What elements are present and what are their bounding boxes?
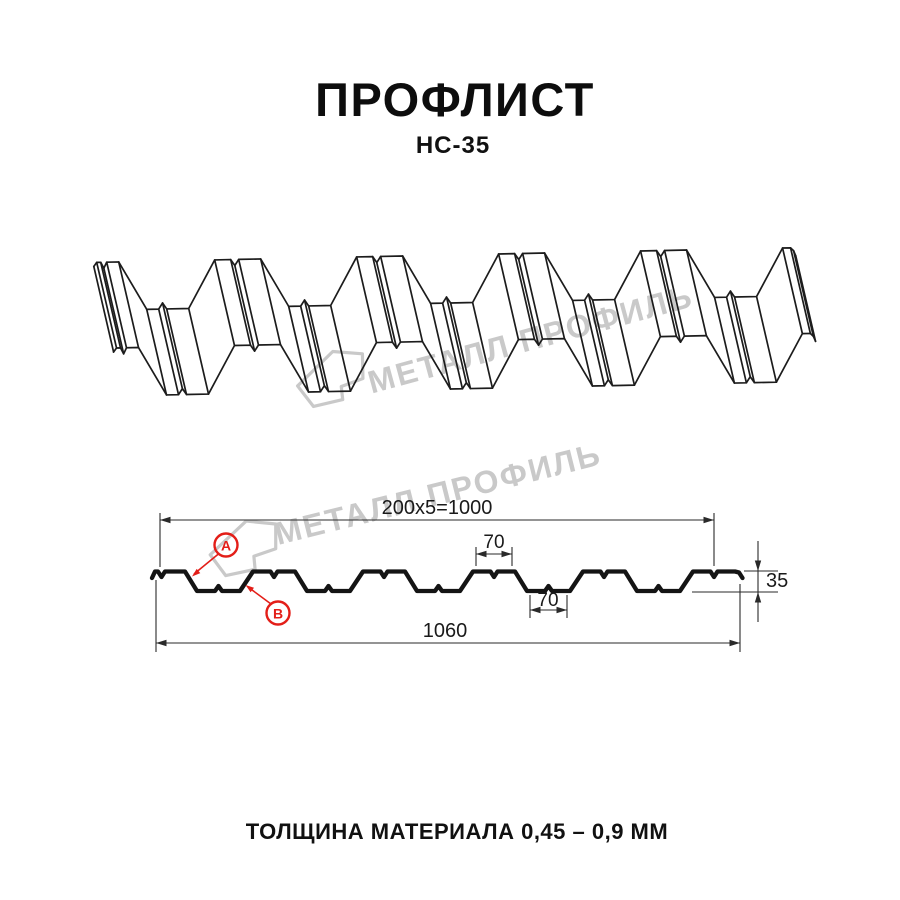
sheet-edges bbox=[92, 247, 817, 396]
sheet-edge-line bbox=[287, 305, 310, 393]
sheet-edge-line bbox=[729, 290, 752, 378]
sheet-edge-line bbox=[117, 261, 140, 349]
sheet-edge-line bbox=[145, 308, 168, 396]
sheet-edge-line bbox=[587, 293, 610, 381]
sheet-edge-line bbox=[233, 264, 256, 352]
sheet-edge-line bbox=[781, 247, 804, 335]
marker-a-circle bbox=[213, 532, 239, 558]
side-marker-a: A bbox=[192, 532, 239, 577]
material-thickness-note: ТОЛЩИНА МАТЕРИАЛА 0,45 – 0,9 ММ bbox=[246, 819, 668, 844]
dimension-label-rib-top: 70 bbox=[483, 532, 504, 553]
sheet-edge-line bbox=[792, 249, 815, 338]
sheet-edge-line bbox=[794, 254, 817, 343]
dimension-label-rib-bottom: 70 bbox=[537, 590, 558, 611]
profile-code: НС-35 bbox=[416, 132, 490, 159]
watermark-brand-text: МЕТАЛЛ ПРОФИЛЬ bbox=[271, 436, 605, 552]
sheet-edge-line bbox=[659, 255, 682, 344]
sheet-edge-line bbox=[497, 253, 520, 341]
page-title: ПРОФЛИСТ bbox=[315, 73, 595, 126]
sheet-edge-line bbox=[329, 304, 352, 392]
sheet-edge-line bbox=[733, 296, 756, 384]
sheet-edge-line bbox=[161, 302, 184, 390]
sheet-edge-line bbox=[725, 296, 748, 384]
sheet-edge-line bbox=[571, 299, 594, 387]
sheet-edge-line bbox=[513, 252, 536, 341]
sheet-edge-line bbox=[99, 261, 122, 349]
sheet-edge-line bbox=[613, 298, 636, 387]
sheet-edge-line bbox=[429, 302, 452, 390]
sheet-edge-line bbox=[521, 252, 544, 340]
sheet-edge-line bbox=[105, 261, 128, 349]
sheet-edge-line bbox=[213, 259, 236, 347]
sheet-edge-line bbox=[102, 267, 125, 355]
sheet-edge-line bbox=[157, 308, 180, 396]
sheet-edge-line bbox=[517, 258, 540, 347]
sheet-edge-line bbox=[307, 305, 330, 393]
sheet-edge-line bbox=[187, 307, 210, 395]
sheet-edge-line bbox=[92, 265, 115, 353]
sheet-edge-line bbox=[371, 255, 394, 344]
sheet-edge-line bbox=[112, 332, 817, 396]
profile-3d-view: МЕТАЛЛ ПРОФИЛЬ bbox=[92, 247, 817, 409]
dimension-label-pitch: 200x5=1000 bbox=[382, 497, 493, 519]
dimension-lines bbox=[155, 513, 778, 652]
sheet-edge-line bbox=[755, 295, 778, 384]
side-marker-b: B bbox=[245, 585, 291, 626]
cross-section-diagram: 200x5=1000 1060 70 70 35 A B bbox=[149, 497, 788, 652]
sheet-edge-line bbox=[379, 255, 402, 343]
dimension-label-overall-width: 1060 bbox=[423, 620, 468, 642]
sheet-edge-line bbox=[259, 258, 282, 346]
profile-outline bbox=[149, 569, 745, 594]
sheet-edge-line bbox=[299, 305, 322, 393]
sheet-edge-line bbox=[639, 250, 662, 338]
dimension-label-height: 35 bbox=[766, 570, 788, 592]
marker-a-letter: A bbox=[221, 538, 231, 554]
sheet-edge-line bbox=[355, 256, 378, 344]
sheet-edge-line bbox=[789, 247, 812, 335]
sheet-edge-line bbox=[92, 247, 797, 311]
marker-b-circle bbox=[265, 600, 291, 626]
sheet-edge-line bbox=[229, 258, 252, 347]
sheet-edge-line bbox=[237, 258, 260, 346]
sheet-edge-line bbox=[303, 299, 326, 387]
sheet-edge-line bbox=[591, 299, 614, 387]
sheet-edge-line bbox=[445, 296, 468, 384]
brand-logo-icon bbox=[295, 349, 365, 409]
sheet-edge-line bbox=[441, 302, 464, 390]
marker-b-letter: B bbox=[273, 606, 283, 622]
sheet-edge-line bbox=[165, 308, 188, 396]
brand-logo-icon bbox=[208, 519, 278, 578]
sheet-edge-line bbox=[655, 249, 678, 338]
sheet-edge-line bbox=[449, 302, 472, 390]
sheet-edge-line bbox=[583, 299, 606, 387]
sheet-edge-line bbox=[471, 301, 494, 389]
sheet-edge-line bbox=[375, 261, 398, 349]
sheet-edge-line bbox=[663, 249, 686, 337]
sheet-edge-line bbox=[95, 261, 118, 349]
sheet-edge-line bbox=[685, 249, 708, 337]
sheet-edge-line bbox=[543, 252, 566, 340]
sheet-edge-line bbox=[713, 296, 736, 384]
sheet-edge-line bbox=[401, 255, 424, 343]
